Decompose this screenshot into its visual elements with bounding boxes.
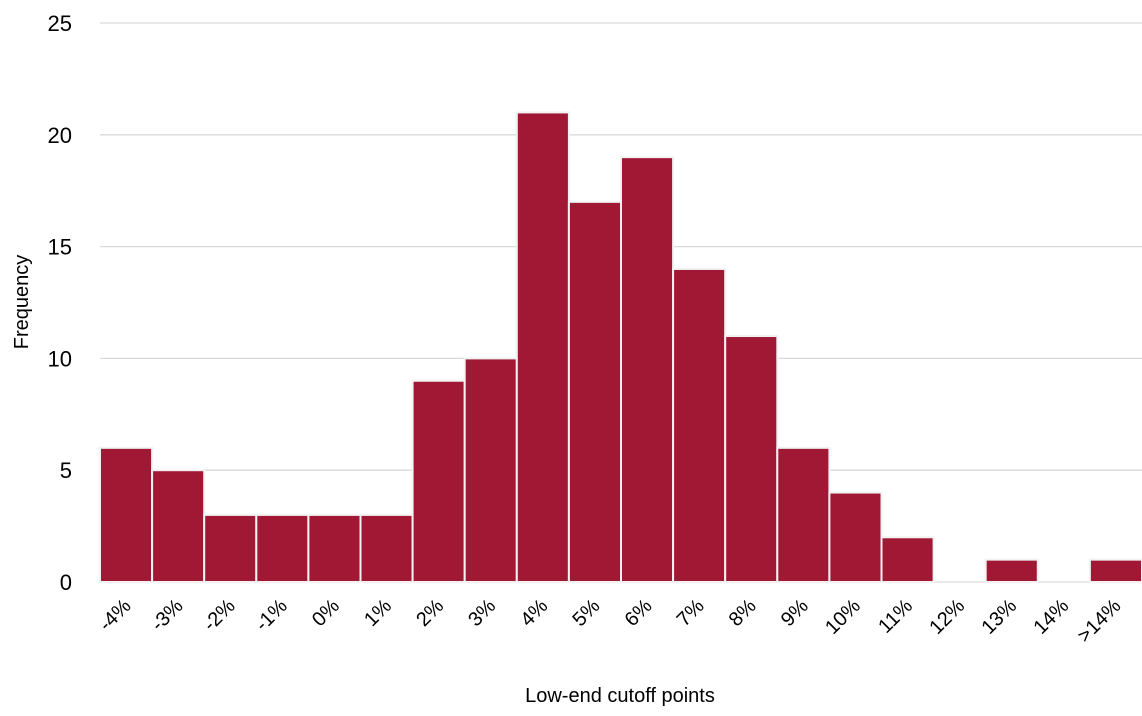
x-tick-label: 9% bbox=[777, 595, 813, 631]
x-tick-label: 6% bbox=[621, 595, 657, 631]
bar-11% bbox=[880, 536, 935, 584]
x-tick-label: 8% bbox=[725, 595, 761, 631]
y-axis-ticks: 0 5 10 15 20 25 bbox=[48, 11, 72, 595]
x-tick-label: 14% bbox=[1030, 595, 1074, 639]
bars bbox=[99, 111, 1142, 584]
y-tick-label: 5 bbox=[60, 458, 72, 483]
bar-8% bbox=[724, 335, 779, 584]
bar-1% bbox=[359, 513, 414, 583]
y-tick-label: 15 bbox=[48, 235, 72, 260]
bar-10% bbox=[828, 491, 883, 583]
x-axis-title: Low-end cutoff points bbox=[525, 685, 715, 707]
x-tick-label: 1% bbox=[360, 595, 396, 631]
x-tick-label: >14% bbox=[1073, 595, 1125, 647]
bar-9% bbox=[776, 446, 831, 583]
bar--2% bbox=[203, 513, 258, 583]
x-tick-label: 4% bbox=[516, 595, 552, 631]
bar-6% bbox=[620, 156, 675, 583]
x-tick-label: 3% bbox=[464, 595, 500, 631]
x-tick-label: 11% bbox=[874, 595, 917, 638]
bar--4% bbox=[99, 446, 154, 583]
y-tick-label: 10 bbox=[48, 346, 72, 371]
x-tick-label: -4% bbox=[95, 595, 136, 636]
y-axis-title: Frequency bbox=[11, 255, 33, 350]
x-tick-label: 2% bbox=[412, 595, 448, 631]
x-tick-label: 5% bbox=[568, 595, 604, 631]
y-tick-label: 20 bbox=[48, 123, 72, 148]
bar-7% bbox=[672, 267, 727, 583]
x-tick-label: 0% bbox=[308, 595, 344, 631]
x-tick-label: 13% bbox=[977, 595, 1021, 639]
x-tick-label: -2% bbox=[199, 595, 240, 636]
bar-4% bbox=[515, 111, 570, 583]
bar-5% bbox=[567, 200, 623, 583]
bar-2% bbox=[411, 379, 466, 584]
bar-3% bbox=[463, 357, 518, 583]
x-tick-label: -3% bbox=[147, 595, 188, 636]
bar->14% bbox=[1088, 558, 1142, 584]
bar-0% bbox=[307, 513, 362, 583]
x-tick-label: -1% bbox=[251, 595, 292, 636]
y-tick-label: 0 bbox=[60, 570, 72, 595]
x-axis-ticks: -4% -3% -2% -1% 0% 1% 2% 3% 4% 5% 6% 7% 8% 9% 10% 11% 12… bbox=[95, 595, 1126, 647]
bar--1% bbox=[255, 513, 310, 583]
x-tick-label: 12% bbox=[925, 595, 969, 639]
x-tick-label: 10% bbox=[821, 595, 865, 639]
bar-13% bbox=[984, 558, 1039, 584]
y-tick-label: 25 bbox=[48, 11, 72, 36]
bar--3% bbox=[151, 469, 206, 584]
x-tick-label: 7% bbox=[673, 595, 709, 631]
